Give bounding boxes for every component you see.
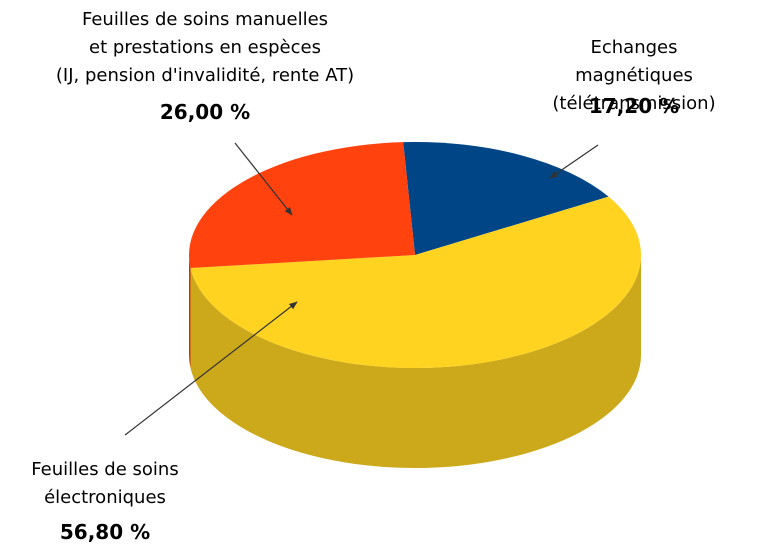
slice-side (189, 255, 191, 368)
value-label: 56,80 % (59, 520, 151, 544)
value-label: 17,20 % (588, 94, 680, 118)
slice (190, 196, 642, 369)
slice (189, 142, 415, 268)
slice-label: Feuilles de soins électroniques (31, 459, 179, 508)
slice (403, 142, 609, 255)
pointer (124, 301, 298, 436)
slices (189, 142, 642, 468)
pointer (234, 142, 293, 216)
slice-label: Feuilles de soins manuelles et prestatio… (55, 9, 355, 86)
slice-side (190, 255, 642, 468)
value-label: 26,00 % (159, 100, 251, 124)
pointer (549, 144, 599, 179)
slice-label: Echanges magnétiques (télétransmission) (552, 37, 716, 114)
